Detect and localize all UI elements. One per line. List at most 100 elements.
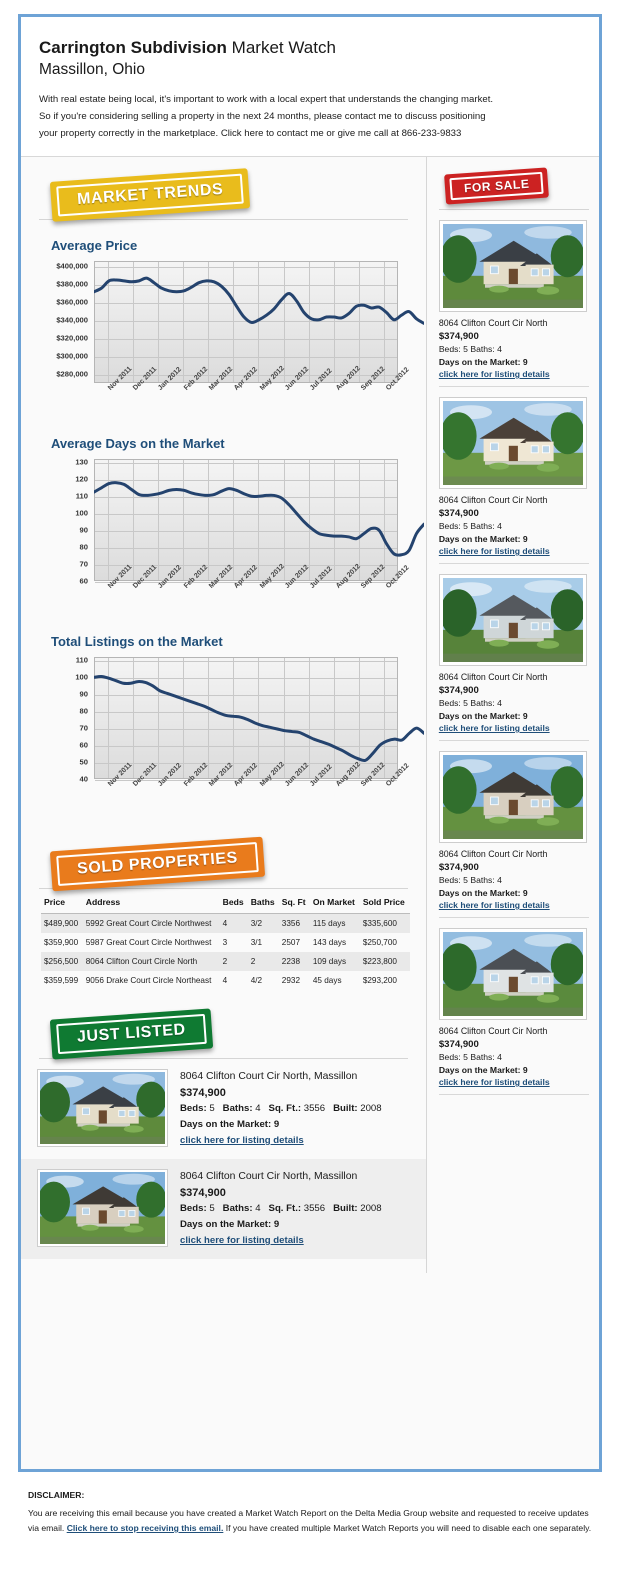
unsubscribe-link[interactable]: Click here to stop receiving this email.: [66, 1523, 224, 1533]
plot-area-1: [94, 459, 398, 583]
property-price: $374,900: [438, 331, 479, 342]
property-photo[interactable]: [438, 751, 587, 843]
gridline-horizontal: [95, 780, 397, 781]
table-column-header: Price: [41, 893, 83, 914]
days-on-market: Days on the Market: 9: [180, 1119, 280, 1130]
blurb-line-1: With real estate being local, it's impor…: [39, 94, 494, 105]
blurb-line-2: So if you're considering selling a prope…: [39, 111, 486, 122]
for-sale-card[interactable]: 8064 Clifton Court Cir North $374,900 Be…: [438, 220, 589, 387]
chart-title-0: Average Price: [51, 238, 138, 253]
gridline-vertical: [359, 262, 361, 382]
beds-label: Beds:: [180, 1203, 207, 1214]
property-photo[interactable]: [438, 574, 587, 666]
y-tick-label: 50: [79, 757, 88, 767]
table-row: $359,599 9056 Drake Court Circle Northeas…: [41, 971, 410, 990]
gridline-horizontal: [95, 746, 397, 748]
sold-properties-table: Price Address Beds Baths Sq. Ft On Market Sold…: [41, 893, 410, 990]
table-cell: 5987 Great Court Circle Northwest: [85, 938, 212, 947]
gridline-horizontal: [95, 514, 397, 516]
gridline-horizontal: [95, 531, 397, 533]
for-sale-label: FOR SALE: [449, 171, 544, 201]
property-address: 8064 Clifton Court Cir North: [438, 495, 548, 505]
gridline-vertical: [233, 262, 235, 382]
property-photo[interactable]: [438, 220, 587, 312]
gridline-horizontal: [95, 374, 397, 376]
y-tick-label: 70: [79, 559, 88, 569]
data-series-path: [94, 483, 424, 556]
y-tick-label: $300,000: [56, 351, 88, 361]
gridline-vertical: [333, 262, 335, 382]
property-photo[interactable]: [37, 1069, 168, 1147]
sqft-value: 3556: [303, 1103, 326, 1114]
property-address: 8064 Clifton Court Cir North: [438, 1026, 548, 1036]
table-column-header: Baths: [247, 893, 279, 914]
gridline-horizontal: [95, 678, 397, 680]
table-header-row: Price Address Beds Baths Sq. Ft On Market Sold…: [41, 893, 410, 914]
gridline-vertical: [157, 460, 159, 580]
gridline-horizontal: [95, 548, 397, 550]
just-listed-item[interactable]: 8064 Clifton Court Cir North, Massillon …: [21, 1159, 426, 1259]
baths-value: 4: [255, 1103, 261, 1114]
for-sale-card[interactable]: 8064 Clifton Court Cir North $374,900 Be…: [438, 928, 589, 1095]
listing-details-link[interactable]: click here for listing details: [180, 1135, 304, 1146]
for-sale-card[interactable]: 8064 Clifton Court Cir North $374,900 Be…: [438, 574, 589, 741]
y-tick-label: 130: [75, 457, 88, 467]
divider: [39, 1058, 408, 1059]
property-beds-baths: Beds: 5 Baths: 4: [438, 875, 502, 885]
property-address: 8064 Clifton Court Cir North: [438, 318, 548, 328]
table-column-header: On Market: [309, 893, 360, 914]
gridline-vertical: [132, 460, 134, 580]
listing-details-link[interactable]: click here for listing details: [180, 1235, 304, 1246]
y-tick-label: 110: [75, 491, 88, 501]
series-line-0: [94, 261, 424, 383]
property-photo[interactable]: [438, 397, 587, 489]
property-photo[interactable]: [438, 928, 587, 1020]
table-cell: 2238: [278, 952, 310, 971]
chart-title-1: Average Days on the Market: [51, 436, 225, 451]
listing-details-link[interactable]: click here for listing details: [438, 1077, 550, 1087]
property-address: 8064 Clifton Court Cir North, Massillon: [180, 1071, 358, 1082]
gridline-horizontal: [95, 320, 397, 322]
listing-details-link[interactable]: click here for listing details: [438, 900, 550, 910]
table-cell: $359,900: [44, 938, 79, 947]
y-axis-labels-0: $400,000 $380,000 $360,000 $340,000 $320,000…: [39, 261, 91, 383]
disclaimer-text-b: If you have created multiple Market Watc…: [223, 1523, 592, 1533]
sold-properties-banner: SOLD PROPERTIES: [49, 836, 266, 892]
sold-properties-banner-wrap: SOLD PROPERTIES: [21, 836, 426, 892]
for-sale-card[interactable]: 8064 Clifton Court Cir North $374,900 Be…: [438, 751, 589, 918]
listing-details-link[interactable]: click here for listing details: [438, 723, 550, 733]
y-tick-label: $340,000: [56, 315, 88, 325]
property-photo[interactable]: [37, 1169, 168, 1247]
built-value: 2008: [360, 1203, 382, 1214]
days-on-market: Days on the Market: 9: [438, 711, 528, 721]
for-sale-banner-wrap: FOR SALE: [439, 167, 589, 209]
gridline-vertical: [107, 658, 109, 778]
table-cell: 109 days: [309, 952, 360, 971]
table-cell: $223,800: [359, 952, 410, 971]
y-tick-label: 60: [79, 740, 88, 750]
for-sale-card[interactable]: 8064 Clifton Court Cir North $374,900 Be…: [438, 397, 589, 564]
listing-details-link[interactable]: click here for listing details: [438, 546, 550, 556]
report-body: MARKET TRENDS Average Price $400,000 $380…: [21, 157, 599, 1273]
listing-details-link[interactable]: click here for listing details: [438, 369, 550, 379]
property-address: 8064 Clifton Court Cir North, Massillon: [180, 1171, 358, 1182]
table-cell: $250,700: [362, 938, 397, 947]
property-price: $374,900: [180, 1187, 226, 1199]
table-cell: $293,200: [362, 976, 397, 985]
just-listed-item[interactable]: 8064 Clifton Court Cir North, Massillon …: [21, 1059, 426, 1159]
gridline-vertical: [208, 262, 210, 382]
property-beds-baths: Beds: 5 Baths: 4: [438, 698, 502, 708]
chart-average-price: Average Price $400,000 $380,000 $360,000 $3…: [39, 238, 412, 426]
page-subtitle: Massillon, Ohio: [39, 61, 145, 78]
gridline-vertical: [233, 460, 235, 580]
y-tick-label: 110: [75, 655, 88, 665]
gridline-horizontal: [95, 695, 397, 697]
gridline-vertical: [283, 460, 285, 580]
chart-canvas-0: $400,000 $380,000 $360,000 $340,000 $320,000…: [39, 261, 412, 426]
y-tick-label: $380,000: [56, 279, 88, 289]
table-cell: $335,600: [359, 913, 410, 933]
table-cell: 3356: [278, 913, 310, 933]
divider: [438, 209, 589, 210]
y-axis-labels-1: 130 120 110 100 90 80 70 60: [39, 457, 91, 586]
sqft-value: 3556: [303, 1203, 326, 1214]
